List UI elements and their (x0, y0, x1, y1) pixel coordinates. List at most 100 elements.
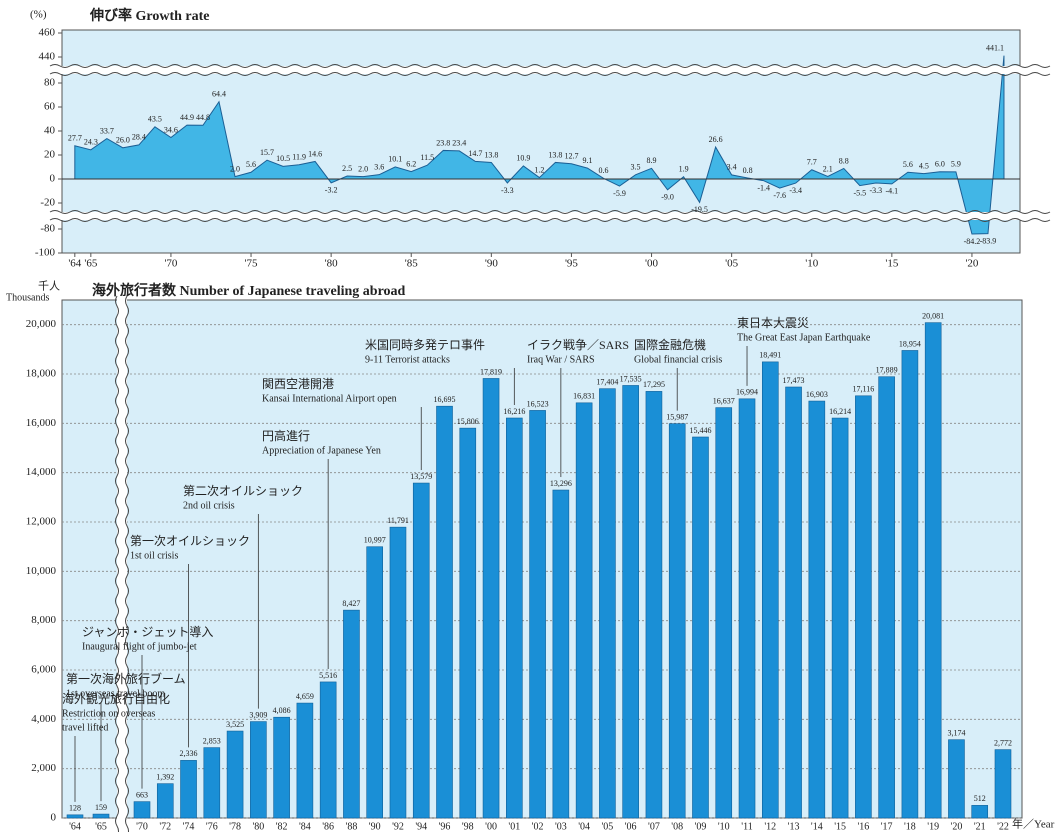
x-tick-label: '16 (857, 821, 869, 832)
data-label: 24.3 (84, 138, 98, 147)
y-axis-label: (%) (30, 9, 47, 21)
annotation: 第一次海外旅行ブーム (66, 671, 186, 686)
x-tick-label: '74 (183, 821, 195, 832)
annotation: Appreciation of Japanese Yen (262, 445, 381, 456)
annotation: Inaugural flight of jumbo-jet (82, 641, 197, 652)
data-label: 0.8 (743, 166, 753, 175)
bar (296, 702, 314, 819)
x-tick-label: '19 (927, 821, 939, 832)
data-label: 16,216 (503, 407, 525, 416)
x-tick-label: '64 (68, 258, 81, 270)
data-label: 11.5 (420, 153, 434, 162)
bar (552, 489, 570, 819)
data-label: 1.9 (679, 165, 689, 174)
data-label: -5.5 (853, 188, 866, 197)
y-axis-label: Thousands (6, 292, 49, 303)
x-tick-label: '96 (439, 821, 451, 832)
bar (599, 388, 616, 819)
annotation: 円高進行 (262, 428, 310, 443)
x-tick-label: '02 (532, 821, 544, 832)
bar (808, 400, 826, 819)
x-tick-label: '78 (229, 821, 241, 832)
data-label: 4,086 (273, 706, 291, 715)
x-tick-label: '82 (276, 821, 288, 832)
data-label: 10.9 (516, 154, 530, 163)
data-label: 11,791 (387, 516, 409, 525)
data-label: -5.9 (613, 189, 626, 198)
annotation: 1st overseas travel boom (66, 688, 165, 699)
data-label: -3.4 (789, 186, 802, 195)
bar (924, 322, 942, 819)
annotation: travel lifted (62, 722, 108, 733)
x-tick-label: '84 (299, 821, 311, 832)
bar (133, 801, 151, 819)
axis-break (50, 212, 1032, 220)
data-label: 64.4 (212, 90, 226, 99)
data-label: 14.7 (468, 149, 482, 158)
data-label: 16,523 (527, 399, 549, 408)
bar (412, 482, 430, 819)
data-label: 4.5 (919, 161, 929, 170)
bar (855, 395, 872, 819)
data-label: 7.7 (807, 158, 817, 167)
y-tick-label: 6,000 (31, 664, 56, 676)
x-tick-label: '13 (788, 821, 800, 832)
x-tick-label: '98 (462, 821, 474, 832)
data-label: 10.1 (388, 155, 402, 164)
bar (575, 402, 593, 819)
bar (529, 410, 546, 819)
x-tick-label: '15 (885, 258, 898, 270)
bar (343, 609, 360, 819)
bar (366, 546, 384, 819)
data-label: 10,997 (364, 536, 386, 545)
y-tick-label: -20 (40, 197, 55, 209)
y-tick-label: 2,000 (31, 762, 56, 774)
data-label: 17,295 (643, 380, 665, 389)
data-label: -19.5 (691, 205, 708, 214)
data-label: 2.0 (358, 164, 368, 173)
data-label: 8.9 (647, 156, 657, 165)
x-tick-label: '00 (645, 258, 658, 270)
y-tick-label: 4,000 (31, 713, 56, 725)
x-tick-label: '14 (811, 821, 823, 832)
data-label: -83.9 (980, 237, 997, 246)
chart-title: 伸び率 Growth rate (89, 7, 210, 24)
y-tick-label: 80 (44, 77, 56, 89)
bar (92, 813, 110, 819)
data-label: 2.5 (342, 164, 352, 173)
x-tick-label: '08 (671, 821, 683, 832)
x-tick-label: '17 (881, 821, 893, 832)
data-label: 5.6 (903, 160, 913, 169)
bar (226, 730, 244, 819)
data-label: 16,831 (573, 392, 595, 401)
data-label: 13.8 (548, 150, 562, 159)
data-label: 18,491 (759, 351, 781, 360)
annotation: Global financial crisis (634, 354, 722, 365)
y-tick-label: 460 (39, 27, 56, 39)
data-label: 11.9 (292, 153, 306, 162)
data-label: 26.6 (709, 135, 723, 144)
bar (250, 721, 267, 819)
data-label: 663 (136, 790, 148, 799)
data-label: 15.7 (260, 148, 274, 157)
data-label: 27.7 (68, 134, 82, 143)
x-tick-label: '22 (997, 821, 1009, 832)
data-label: -84.2 (964, 237, 981, 246)
annotation: Restriction on overseas (62, 708, 155, 719)
data-label: -3.2 (325, 186, 338, 195)
y-tick-label: 10,000 (26, 565, 57, 577)
data-label: 5.9 (951, 160, 961, 169)
data-label: -1.4 (757, 184, 770, 193)
annotation: Iraq War / SARS (527, 354, 595, 365)
x-tick-label: '09 (695, 821, 707, 832)
data-label: 14.6 (308, 149, 322, 158)
annotation: 関西空港開港 (262, 377, 334, 391)
y-tick-label: 0 (51, 812, 57, 824)
x-tick-label: '85 (405, 258, 418, 270)
x-tick-label: '05 (725, 258, 738, 270)
data-label: 23.8 (436, 138, 450, 147)
bar (273, 716, 290, 819)
axis-break (117, 296, 127, 824)
data-label: 17,404 (596, 378, 618, 387)
x-tick-label: '90 (369, 821, 381, 832)
